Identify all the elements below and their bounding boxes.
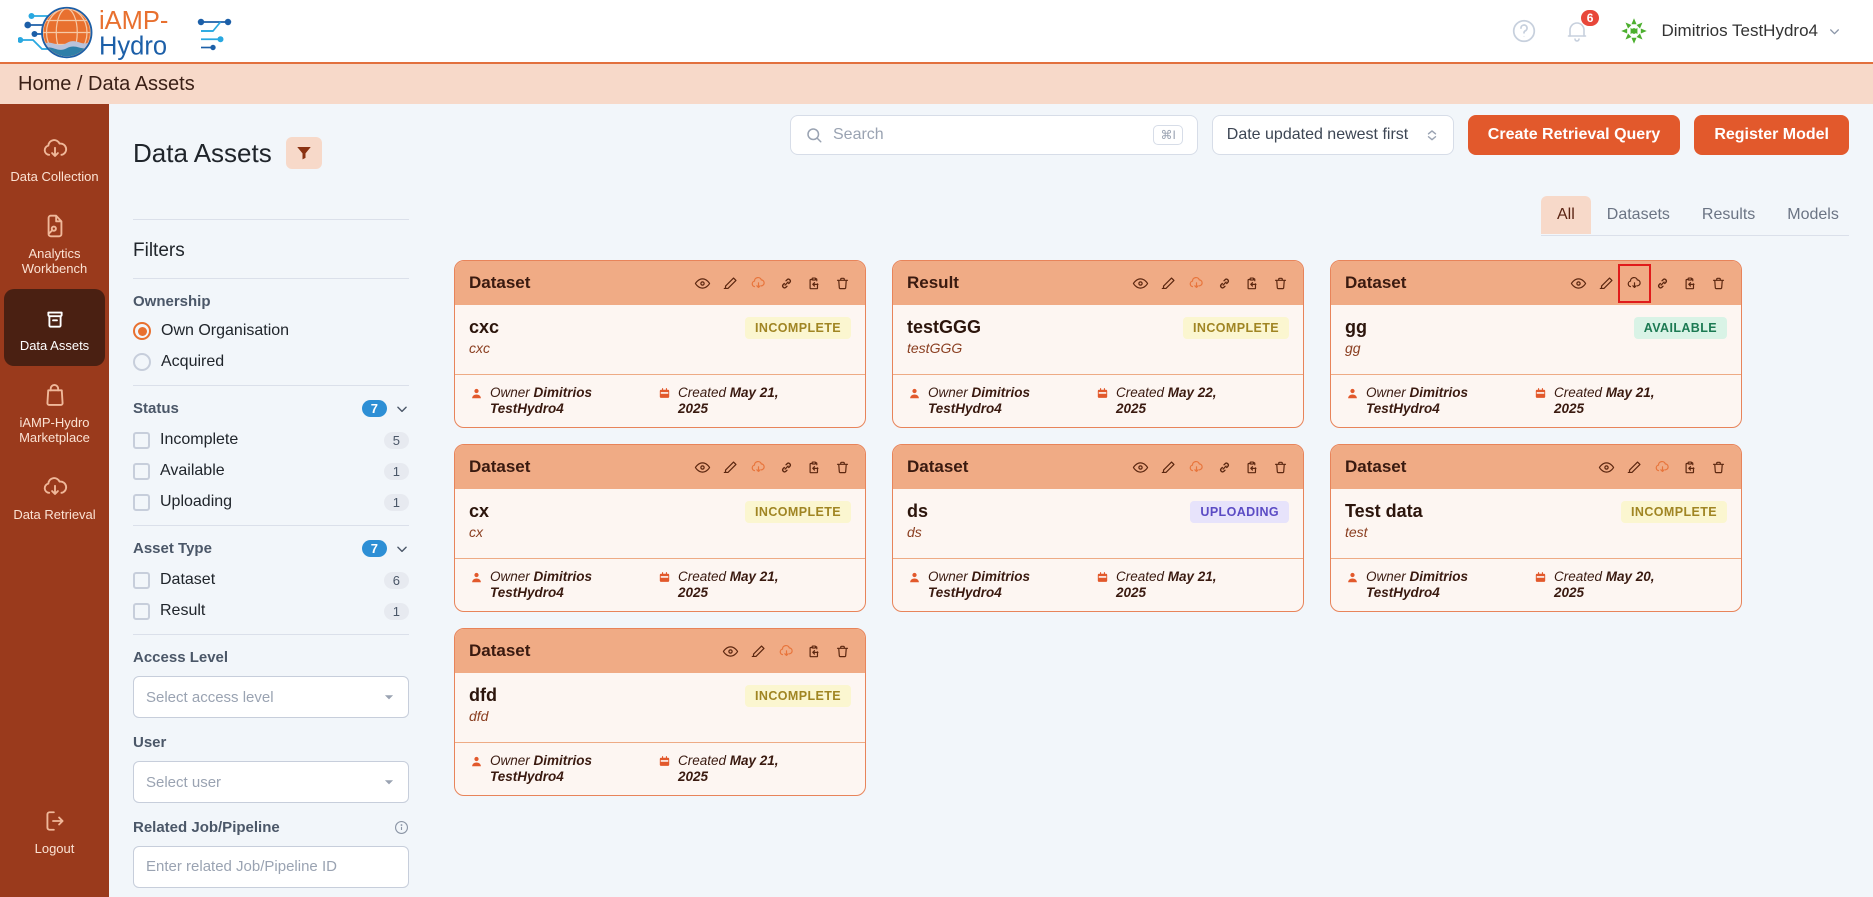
svg-text:Hydro: Hydro: [99, 32, 167, 60]
svg-text:iAMP-: iAMP-: [99, 7, 168, 35]
